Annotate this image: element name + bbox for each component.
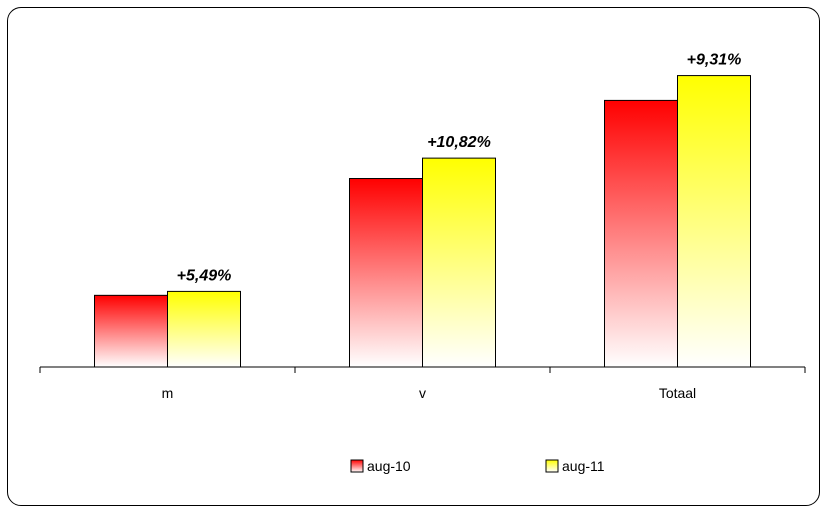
x-axis — [39, 366, 806, 373]
data-labels: +5,49% +10,82% +9,31% — [177, 52, 742, 285]
category-label-m: m — [162, 385, 174, 401]
bar-aug-11-m — [167, 290, 241, 368]
bar-aug-11-v — [422, 157, 496, 368]
bar-aug-10-Totaal — [604, 99, 678, 368]
bar-aug-11-Totaal — [677, 75, 751, 368]
legend-label-aug-10: aug-10 — [367, 458, 411, 474]
bar-aug-10-v — [349, 178, 423, 368]
category-label-v: v — [419, 385, 426, 401]
data-label-m: +5,49% — [177, 267, 232, 284]
data-label-v: +10,82% — [427, 134, 491, 151]
legend-label-aug-11: aug-11 — [562, 458, 605, 474]
data-label-Totaal: +9,31% — [687, 52, 742, 69]
legend-swatch-aug-10 — [350, 459, 364, 473]
bars-group — [94, 75, 751, 368]
legend: aug-10 aug-11 — [350, 458, 605, 474]
bar-aug-10-m — [94, 294, 168, 368]
legend-swatch-aug-11 — [545, 459, 559, 473]
category-labels: m v Totaal — [162, 385, 697, 401]
category-label-Totaal: Totaal — [659, 385, 696, 401]
